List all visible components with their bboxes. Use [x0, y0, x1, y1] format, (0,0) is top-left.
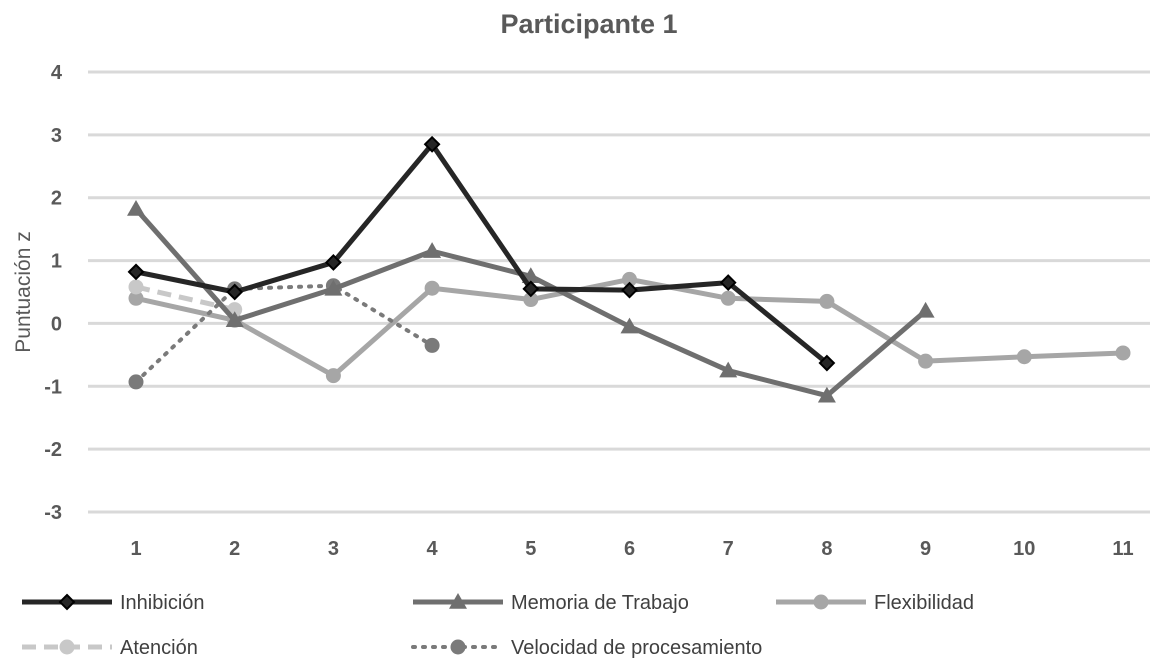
x-tick-label: 10: [1013, 538, 1035, 560]
x-tick-label: 1: [130, 538, 141, 560]
data-point: [423, 135, 441, 153]
x-tick-label: 5: [525, 538, 536, 560]
legend-marker: [449, 593, 467, 609]
y-tick-label: 2: [51, 188, 62, 210]
data-point: [916, 301, 935, 318]
series-line: [135, 284, 236, 313]
x-tick-label: 4: [427, 538, 439, 560]
legend-label: Memoria de Trabajo: [511, 592, 689, 614]
data-point: [325, 368, 341, 384]
x-tick-label: 11: [1112, 538, 1133, 560]
legend-marker: [59, 639, 75, 655]
data-point: [128, 290, 144, 306]
data-point: [226, 283, 244, 301]
data-point: [423, 242, 442, 258]
data-point: [817, 386, 836, 403]
data-point: [127, 263, 145, 281]
y-tick-label: 0: [51, 313, 62, 335]
data-point: [720, 290, 736, 306]
legend-marker: [450, 639, 466, 655]
data-point: [424, 337, 440, 353]
data-point: [719, 361, 738, 378]
series-velocidad-de-procesamiento: [128, 278, 440, 390]
data-point: [621, 281, 638, 299]
data-point: [719, 274, 737, 291]
y-tick-label: 4: [51, 62, 63, 84]
data-point: [225, 311, 244, 328]
legend-item: Flexibilidad: [776, 592, 974, 614]
data-point: [324, 254, 342, 271]
data-point: [424, 280, 440, 296]
legend-marker: [58, 593, 76, 611]
y-tick-label: 1: [51, 251, 62, 273]
data-point: [1016, 349, 1032, 365]
series-group: [127, 135, 1131, 403]
chart-title: Participante 1: [500, 9, 677, 39]
data-point: [324, 279, 343, 296]
y-tick-label: -2: [44, 439, 62, 461]
x-tick-label: 3: [328, 538, 339, 560]
data-point: [127, 200, 145, 216]
y-tick-label: -1: [44, 376, 62, 398]
gridlines: [88, 70, 1150, 514]
x-tick-label: 8: [821, 538, 832, 560]
data-point: [819, 293, 835, 309]
x-tick-label: 2: [229, 538, 240, 560]
y-tick-label: 3: [51, 125, 62, 147]
data-point: [522, 280, 540, 298]
legend-marker: [813, 594, 829, 610]
data-point: [818, 354, 836, 372]
x-tick-label: 6: [624, 538, 635, 560]
x-axis-ticks: 1 2 3 4 5 6 7 8 9 10 11: [130, 538, 1133, 560]
data-point: [523, 292, 539, 308]
legend: Inhibición Memoria de Trabajo Flexibilidad…: [22, 592, 974, 659]
legend-label: Velocidad de procesamiento: [511, 637, 762, 659]
series-inhibición: [127, 135, 836, 372]
x-tick-label: 7: [723, 538, 734, 560]
data-point: [128, 374, 144, 390]
legend-item: Atención: [22, 637, 198, 659]
legend-label: Atención: [120, 637, 198, 659]
data-point: [1115, 345, 1131, 361]
series-memoria-de-trabajo: [127, 200, 935, 403]
legend-item: Velocidad de procesamiento: [411, 637, 762, 659]
legend-item: Inhibición: [22, 592, 205, 614]
data-point: [918, 353, 934, 369]
y-axis-label: Puntuación z: [12, 231, 35, 352]
series-line: [135, 141, 829, 365]
series-line: [134, 283, 435, 384]
x-tick-label: 9: [920, 538, 931, 560]
y-axis-ticks: 4 3 2 1 0 -1 -2 -3: [44, 62, 63, 524]
data-point: [620, 317, 639, 334]
legend-label: Inhibición: [120, 592, 205, 614]
data-point: [622, 271, 637, 287]
legend-label: Flexibilidad: [874, 592, 974, 614]
legend-item: Memoria de Trabajo: [413, 592, 689, 614]
data-point: [128, 279, 144, 295]
y-tick-label: -3: [44, 502, 62, 524]
